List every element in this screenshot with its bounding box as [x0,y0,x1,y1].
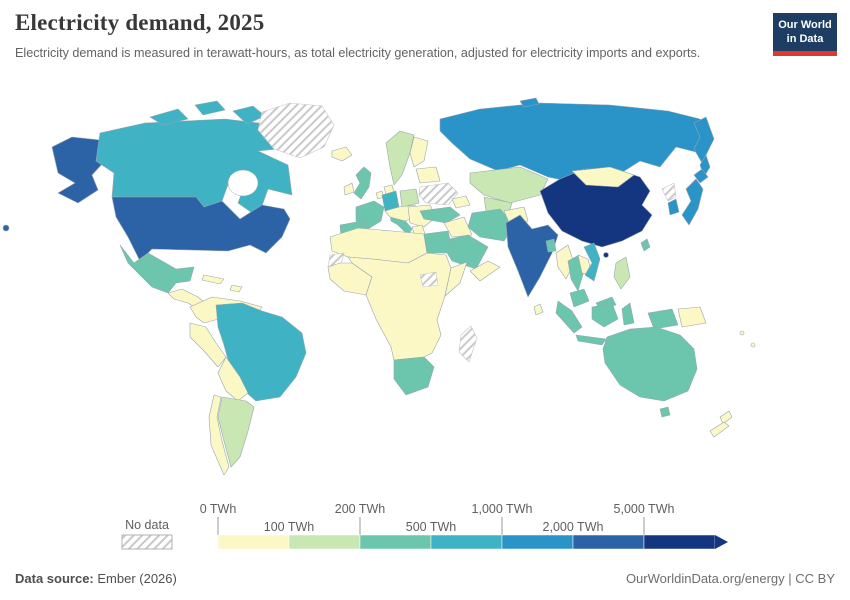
data-source-label: Data source: [15,571,94,586]
region-peru-ecuador[interactable] [189,322,227,368]
country-finland[interactable] [409,136,429,168]
legend-bin-6[interactable] [643,534,716,550]
country-indonesia-sumatra[interactable] [555,300,583,334]
chart-subtitle: Electricity demand is measured in terawa… [15,46,701,60]
country-bangladesh[interactable] [545,238,557,253]
country-japan-hokkaido[interactable] [693,168,709,184]
region-yemen-oman[interactable] [469,260,501,282]
region-norway-sweden[interactable] [385,130,415,186]
country-hawaii-us[interactable] [2,224,10,232]
legend-bin-5[interactable] [572,534,645,550]
country-japan[interactable] [681,178,704,226]
country-cuba[interactable] [201,274,225,285]
region-syria-iraq[interactable] [443,216,473,238]
legend-bin-0[interactable] [217,534,290,550]
country-iran[interactable] [467,208,515,242]
country-papua-new-guinea[interactable] [677,306,707,328]
legend-bin-3[interactable] [430,534,503,550]
logo-line2: in Data [786,33,824,46]
country-south-sudan[interactable] [419,271,439,288]
legend-label-2000: 2,000 TWh [543,520,604,534]
legend-label-500: 500 TWh [406,520,457,534]
country-united-states[interactable] [111,196,291,262]
country-australia[interactable] [602,326,698,402]
country-north-korea[interactable] [661,182,677,202]
country-indonesia-java[interactable] [575,334,607,346]
map-legend: No data 0 TWh 100 TWh 200 TWh 500 TWh 1,… [121,502,728,550]
legend-bin-1[interactable] [288,534,361,550]
country-new-zealand-north[interactable] [719,410,733,425]
legend-arrow [715,535,728,549]
country-indonesia-sulawesi[interactable] [621,302,635,326]
logo-line1: Our World [778,19,832,31]
region-north-africa[interactable] [329,227,428,264]
page-title: Electricity demand, 2025 [15,10,265,35]
legend-label-100: 100 TWh [264,520,315,534]
country-greenland[interactable] [257,102,335,159]
legend-no-data-label: No data [125,518,169,532]
country-mongolia[interactable] [571,166,635,188]
country-ukraine[interactable] [418,182,459,206]
country-iceland[interactable] [331,146,353,162]
region-central-east-africa[interactable] [347,252,452,361]
hudson-bay [227,169,259,197]
country-sri-lanka[interactable] [533,303,544,316]
country-turkey[interactable] [419,206,461,224]
chart-header: Electricity demand, 2025 Electricity dem… [15,10,765,62]
country-pacific-1[interactable] [739,330,745,336]
legend-label-1000: 1,000 TWh [472,502,533,516]
country-russia-arctic[interactable] [519,97,540,108]
country-canada-arctic-1[interactable] [149,108,189,126]
country-indonesia-borneo[interactable] [591,302,619,328]
country-argentina[interactable] [217,396,255,468]
country-indonesia-papua[interactable] [647,308,679,330]
country-malaysia[interactable] [569,288,590,308]
country-saudi-arabia[interactable] [439,234,489,270]
credit-link[interactable]: OurWorldinData.org/energy | CC BY [625,571,835,586]
data-source: Data source: Ember (2026) [15,571,177,586]
legend-no-data-swatch[interactable] [121,534,173,550]
world-map [0,95,850,500]
country-india[interactable] [505,214,559,298]
country-canada-arctic-2[interactable] [194,100,226,116]
country-taiwan[interactable] [640,238,651,252]
country-china-hainan[interactable] [603,252,609,258]
country-madagascar[interactable] [458,325,478,363]
legend-bin-4[interactable] [501,534,574,550]
country-hispaniola[interactable] [229,284,243,293]
country-russia[interactable] [439,102,713,184]
country-pacific-2[interactable] [750,342,756,348]
country-south-africa[interactable] [393,356,435,396]
country-united-kingdom[interactable] [353,166,372,200]
country-alaska-us[interactable] [51,136,104,204]
country-australia-tasmania[interactable] [659,406,671,418]
country-south-korea[interactable] [667,198,680,216]
legend-label-5000: 5,000 TWh [614,502,675,516]
legend-label-0: 0 TWh [200,502,237,516]
region-horn-of-africa[interactable] [444,261,468,297]
country-vietnam[interactable] [583,242,601,282]
country-chile[interactable] [208,394,230,476]
data-source-value: Ember (2026) [93,571,177,586]
legend-bin-2[interactable] [359,534,432,550]
legend-label-200: 200 TWh [335,502,386,516]
owid-logo: Our World in Data [773,13,837,56]
country-kazakhstan[interactable] [469,166,549,204]
region-caucasus[interactable] [451,195,471,209]
country-mexico[interactable] [119,244,195,294]
region-baltics-belarus[interactable] [415,166,441,184]
country-ireland[interactable] [343,182,355,196]
country-poland[interactable] [399,188,420,208]
choropleth-svg [2,97,756,476]
country-philippines[interactable] [613,256,631,290]
country-egypt[interactable] [423,230,454,254]
chart-footer: Data source: Ember (2026) OurWorldinData… [15,571,835,586]
country-new-zealand-south[interactable] [709,421,730,438]
